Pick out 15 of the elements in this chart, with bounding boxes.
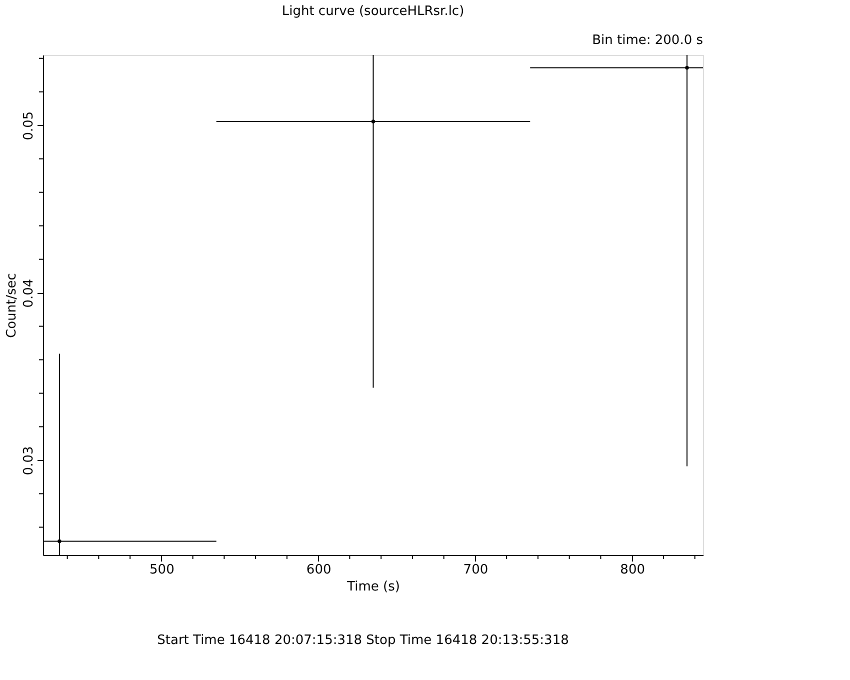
y-tick-label: 0.05: [22, 111, 36, 140]
y-axis-title: Count/sec: [4, 273, 20, 338]
point: [685, 66, 689, 70]
point: [58, 539, 62, 544]
y-tick-label: 0.03: [22, 446, 36, 476]
x-tick-label: 500: [150, 562, 174, 578]
y-tick-label: 0.04: [22, 278, 36, 308]
text: Bin time: 200.0 s: [592, 33, 704, 48]
x-axis-title: Time (s): [346, 580, 400, 594]
x-tick-label: 800: [620, 562, 646, 578]
x-tick-label: 700: [463, 562, 488, 578]
text: Start Time 16418 20:07:15:318 Stop Time 16418 20:13:55:318: [157, 633, 569, 648]
x-tick-label: 600: [306, 562, 332, 578]
chart-title: Light curve (sourceHLRsr.lc): [282, 4, 464, 19]
point: [371, 120, 376, 124]
